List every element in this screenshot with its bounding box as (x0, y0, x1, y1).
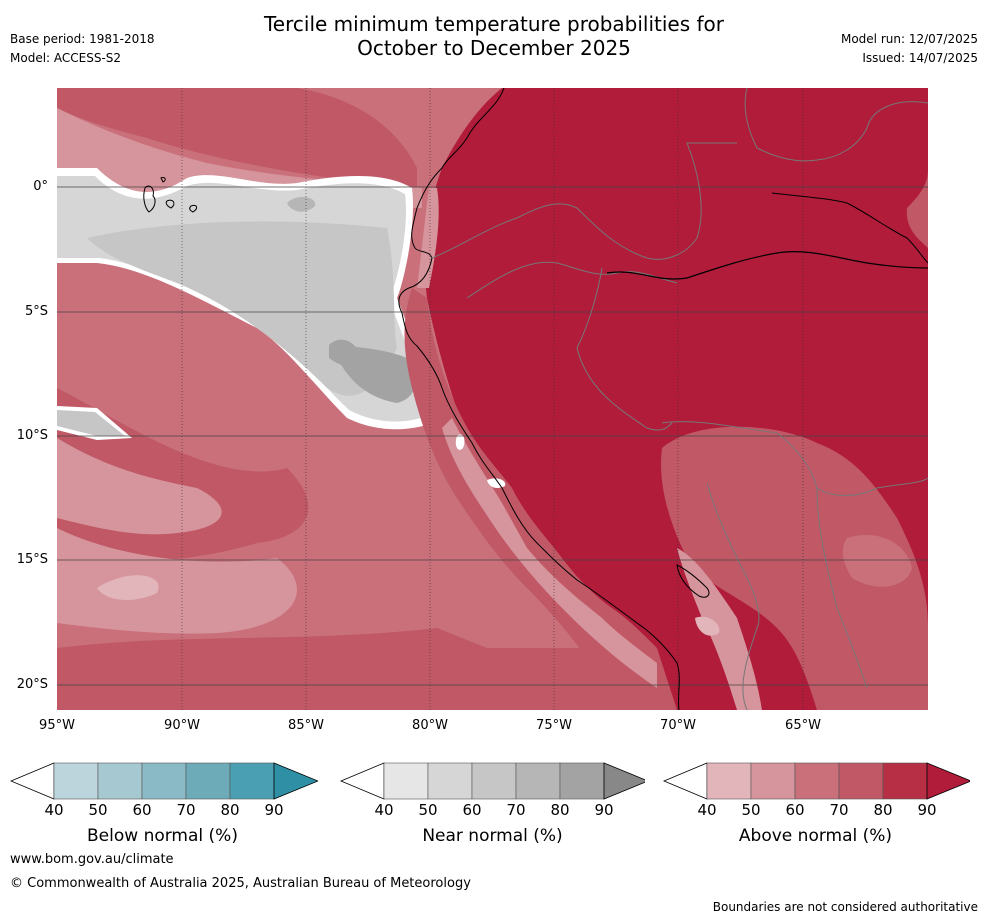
colorbar-tick-label: 50 (418, 801, 438, 819)
colorbar-right-extension (273, 762, 318, 800)
probability-map (57, 88, 928, 710)
colorbar-tick-label: 90 (264, 801, 284, 819)
colorbar-tick-label: 40 (374, 801, 394, 819)
colorbar-above-normal (663, 762, 970, 800)
coastal-spot-a (455, 434, 465, 450)
near-normal-patch-90b (332, 343, 416, 403)
colorbar-segment (838, 762, 884, 800)
colorbar-tick-label: 70 (506, 801, 526, 819)
colorbar-right-extension (603, 762, 645, 800)
bolivia-region-70 (661, 426, 928, 710)
lon-label-65w: 65°W (785, 718, 821, 733)
lat-label-20s: 20°S (16, 677, 48, 692)
colorbar-tick-label: 60 (132, 801, 152, 819)
north-ocean-70 (57, 88, 417, 188)
base-period: Base period: 1981-2018 (10, 32, 155, 46)
above-normal-label: Above normal (%) (738, 826, 893, 846)
bolivia-patch-60 (842, 534, 912, 587)
amazon-river (606, 251, 928, 280)
lon-label-80w: 80°W (412, 718, 448, 733)
footer-disclaimer: Boundaries are not considered authoritat… (712, 900, 978, 914)
colorbar-segment (53, 762, 99, 800)
colorbar-tick-label: 40 (697, 801, 717, 819)
lat-label-10s: 10°S (16, 428, 48, 443)
parallel-lines (57, 186, 928, 686)
lon-label-75w: 75°W (536, 718, 572, 733)
colorbar-tick-label: 80 (220, 801, 240, 819)
ocean-south-band-60 (57, 528, 297, 634)
lon-label-70w: 70°W (660, 718, 696, 733)
colorbar-tick-label: 60 (462, 801, 482, 819)
near-normal-label: Near normal (%) (422, 826, 563, 846)
footer-url[interactable]: www.bom.gov.au/climate (10, 852, 174, 867)
colorbar-segment (383, 762, 429, 800)
below-normal-label: Below normal (%) (87, 826, 238, 846)
colorbar-tick-label: 50 (88, 801, 108, 819)
title-line-1: Tercile minimum temperature probabilitie… (263, 12, 725, 36)
chart-title: Tercile minimum temperature probabilitie… (0, 12, 988, 60)
galapagos-islands (143, 177, 198, 213)
ocean-band-60 (57, 438, 222, 535)
coastal-band-60 (442, 418, 657, 688)
issued-date: Issued: 14/07/2025 (862, 51, 978, 65)
lat-label-0: 0° (33, 179, 48, 194)
north-coast-band-60 (417, 188, 439, 288)
footer-copyright: © Commonwealth of Australia 2025, Austra… (10, 876, 471, 891)
lat-label-15s: 15°S (16, 552, 48, 567)
lon-label-85w: 85°W (288, 718, 324, 733)
lon-label-90w: 90°W (164, 718, 200, 733)
altiplano-band-60 (677, 548, 762, 710)
colorbar-tick-label: 80 (873, 801, 893, 819)
colorbar-left-extension (340, 762, 385, 800)
near-normal-region-70 (87, 221, 397, 396)
colorbar-segment (882, 762, 928, 800)
colorbar-tick-label: 40 (44, 801, 64, 819)
model-name: Model: ACCESS-S2 (10, 51, 122, 65)
colorbar-right-extension (926, 762, 970, 800)
colorbar-tick-label: 70 (829, 801, 849, 819)
colorbar-segment (750, 762, 796, 800)
ocean-patch-50 (97, 575, 159, 600)
lake-titicaca (676, 564, 710, 598)
colorbar-tick-label: 50 (741, 801, 761, 819)
altiplano-patch-50 (695, 616, 720, 636)
colorbar-segment (794, 762, 840, 800)
colorbar-segment (185, 762, 231, 800)
colorbar-tick-label: 90 (594, 801, 614, 819)
lon-label-95w: 95°W (39, 718, 75, 733)
colorbar-tick-label: 60 (785, 801, 805, 819)
colorbar-tick-label: 90 (917, 801, 937, 819)
colorbar-tick-label: 70 (176, 801, 196, 819)
colorbar-below-normal (10, 762, 318, 800)
colorbar-segment (97, 762, 143, 800)
colorbar-segment (706, 762, 752, 800)
colorbar-segment (559, 762, 605, 800)
colorbar-segment (427, 762, 473, 800)
model-run: Model run: 12/07/2025 (840, 32, 978, 46)
country-borders (431, 88, 928, 710)
colorbar-near-normal (340, 762, 645, 800)
colorbar-tick-label: 80 (550, 801, 570, 819)
colorbar-segment (229, 762, 275, 800)
coastline (398, 88, 680, 710)
northeast-patch-70 (906, 168, 928, 248)
near-normal-small-region (57, 410, 125, 436)
title-line-2: October to December 2025 (357, 36, 631, 60)
negro-river (771, 192, 928, 264)
colorbar-segment (141, 762, 187, 800)
colorbar-segment (471, 762, 517, 800)
colorbar-left-extension (663, 762, 708, 800)
near-normal-patch-80 (287, 196, 316, 212)
colorbar-left-extension (10, 762, 55, 800)
colorbar-segment (515, 762, 561, 800)
lat-label-5s: 5°S (24, 304, 48, 319)
